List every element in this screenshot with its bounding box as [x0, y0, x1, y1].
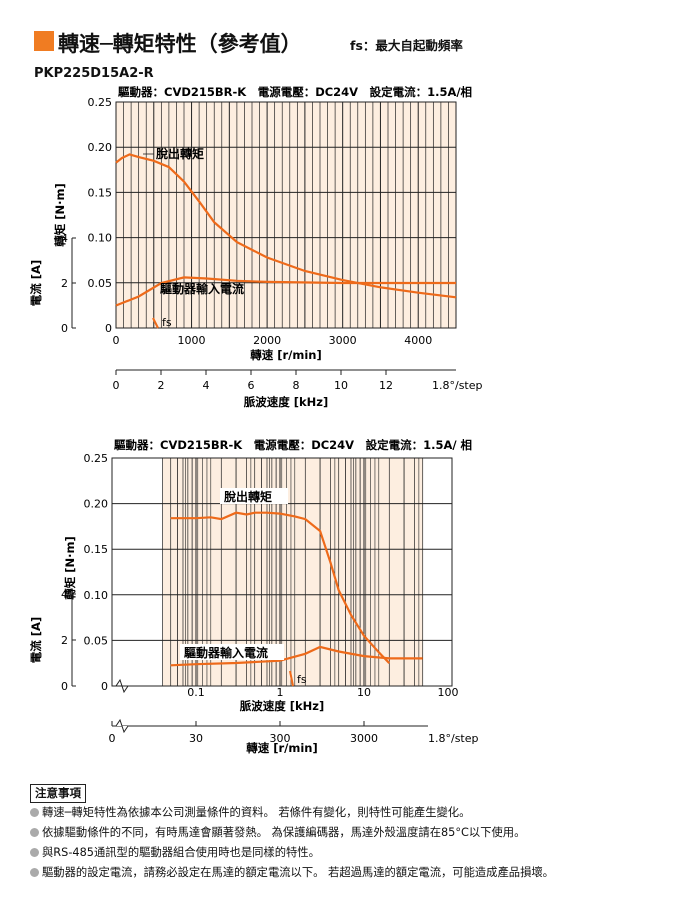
bullet-icon	[30, 868, 39, 877]
y-tick-label: 0.05	[84, 634, 109, 647]
pulse-tick-label: 12	[379, 379, 393, 392]
axis-break-mark-2	[115, 678, 129, 694]
model-name: PKP225D15A2-R	[34, 66, 154, 81]
note-item: 轉速─轉矩特性為依據本公司測量條件的資料。 若條件有變化，則特性可能產生變化。	[30, 803, 670, 823]
bullet-icon	[30, 828, 39, 837]
series-input-current-1	[115, 276, 456, 307]
speed-tick-label: 0	[109, 732, 116, 745]
fs-label-1: fs	[162, 316, 172, 329]
y-tick-label: 0.25	[84, 452, 109, 465]
current-axis-1	[71, 237, 76, 329]
current-tick-label: 0	[61, 680, 68, 693]
note-item: 驅動器的設定電流，請務必設定在馬達的額定電流以下。 若超過馬達的額定電流，可能造…	[30, 863, 670, 883]
x-tick-label: 3000	[329, 334, 357, 347]
x-tick-label: 2000	[253, 334, 281, 347]
current-tick-label: 4	[61, 232, 68, 245]
note-text: 依據驅動條件的不同，有時馬達會顯著發熱。 為保護編碼器，馬達外殼溫度請在85°C…	[42, 826, 526, 839]
speed-axis-label-2: 轉速 [r/min]	[246, 741, 318, 755]
chart-2: 驅動器：CVD215BR-K 電源電壓：DC24V 設定電流：1.5A/ 相 0…	[29, 438, 479, 755]
x-axis-label-2: 脈波速度 [kHz]	[240, 699, 324, 713]
current-tick-label: 4	[61, 588, 68, 601]
torque-series-label-2: 脫出轉矩	[224, 489, 272, 504]
chart-info-1: 驅動器：CVD215BR-K 電源電壓：DC24V 設定電流：1.5A/相	[118, 85, 472, 99]
y-tick-label: 0.20	[84, 498, 109, 511]
note-text: 轉速─轉矩特性為依據本公司測量條件的資料。 若條件有變化，則特性可能產生變化。	[42, 806, 471, 819]
speed-axis-2	[112, 718, 428, 734]
x-axis-label-1: 轉速 [r/min]	[250, 348, 322, 362]
current-series-label-2: 驅動器輸入電流	[184, 645, 268, 660]
x-tick-label: 0.1	[187, 686, 205, 699]
speed-step-label-2: 1.8°/step	[428, 732, 479, 745]
pulse-step-label-1: 1.8°/step	[432, 379, 483, 392]
y-tick-label: 0.10	[84, 589, 109, 602]
speed-tick-label: 300	[270, 732, 291, 745]
y-tick-label: 0.20	[88, 141, 113, 154]
title-accent-square	[34, 31, 54, 51]
y-tick-label: 0.05	[88, 277, 113, 290]
y-tick-label: 0.10	[88, 232, 113, 245]
current-tick-labels-2: 0 2 4	[61, 588, 68, 693]
pulse-tick-label: 8	[293, 379, 300, 392]
chart-info-2: 驅動器：CVD215BR-K 電源電壓：DC24V 設定電流：1.5A/ 相	[114, 438, 472, 452]
pulse-tick-label: 2	[158, 379, 165, 392]
y-tick-labels-2: 0 0.05 0.10 0.15 0.20 0.25	[84, 452, 109, 693]
y-tick-labels-1: 0 0.05 0.10 0.15 0.20 0.25	[88, 96, 113, 335]
x-tick-label: 4000	[404, 334, 432, 347]
current-axis-2	[71, 593, 76, 687]
y-tick-label: 0.15	[88, 186, 113, 199]
current-axis-label-1: 電流 [A]	[29, 260, 43, 306]
current-series-label-1: 驅動器輸入電流	[160, 281, 244, 296]
y-tick-label: 0	[105, 322, 112, 335]
note-item: 與RS-485通訊型的驅動器組合使用時也是同樣的特性。	[30, 843, 670, 863]
current-label-bg-2	[180, 644, 284, 660]
note-item: 依據驅動條件的不同，有時馬達會顯著發熱。 為保護編碼器，馬達外殼溫度請在85°C…	[30, 823, 670, 843]
x-tick-label: 10	[357, 686, 371, 699]
x-tick-labels-2: 0.1 1 10 100	[187, 686, 458, 699]
chart-1: 驅動器：CVD215BR-K 電源電壓：DC24V 設定電流：1.5A/相 00…	[29, 85, 483, 409]
notes-section: 注意事項 轉速─轉矩特性為依據本公司測量條件的資料。 若條件有變化，則特性可能產…	[30, 782, 670, 883]
pulse-tick-label: 10	[334, 379, 348, 392]
notes-title: 注意事項	[30, 784, 86, 803]
torque-label-bg-2	[220, 488, 288, 504]
x-tick-label: 1000	[178, 334, 206, 347]
bullet-icon	[30, 848, 39, 857]
fs-mark-1	[152, 317, 159, 329]
current-tick-label: 0	[61, 322, 68, 335]
current-tick-labels-1: 0 2 4	[61, 232, 68, 335]
page-title: 轉速─轉矩特性（參考值）	[58, 32, 302, 56]
torque-series-label-1: 脫出轉矩	[156, 146, 204, 161]
y-axis-label-2: 轉矩 [N·m]	[63, 536, 77, 600]
header: 轉速─轉矩特性（參考值） fs：最大自起動頻率	[34, 28, 664, 58]
pulse-axis-label-1: 脈波速度 [kHz]	[244, 395, 328, 409]
series-pullout-torque-2	[170, 511, 391, 664]
x-tick-label: 0	[113, 334, 120, 347]
pulse-tick-label: 0	[113, 379, 120, 392]
series-input-current-2	[170, 645, 423, 667]
bullet-icon	[30, 808, 39, 817]
vertical-grid-1	[123, 102, 449, 328]
y-axis-label-1: 轉矩 [N·m]	[53, 183, 67, 247]
note-text: 驅動器的設定電流，請務必設定在馬達的額定電流以下。 若超過馬達的額定電流，可能造…	[42, 866, 554, 879]
pulse-tick-label: 4	[203, 379, 210, 392]
note-text: 與RS-485通訊型的驅動器組合使用時也是同樣的特性。	[42, 846, 320, 859]
speed-tick-labels-2: 0 30 300 3000	[109, 721, 378, 745]
y-tick-label: 0.15	[84, 543, 109, 556]
pulse-tick-labels-1: 0 2 4 6 8 10 12	[113, 370, 393, 392]
fs-label-2: fs	[297, 673, 307, 686]
y-tick-label: 0	[101, 680, 108, 693]
current-axis-label-2: 電流 [A]	[29, 617, 43, 663]
pulse-tick-label: 6	[248, 379, 255, 392]
current-tick-label: 2	[61, 277, 68, 290]
fs-note: fs：最大自起動頻率	[350, 38, 463, 53]
y-tick-label: 0.25	[88, 96, 113, 109]
x-tick-label: 100	[438, 686, 459, 699]
speed-tick-label: 3000	[350, 732, 378, 745]
x-tick-label: 1	[277, 686, 284, 699]
fs-mark-2	[289, 670, 294, 687]
x-tick-labels-1: 0 1000 2000 3000 4000	[113, 334, 433, 347]
speed-tick-label: 30	[189, 732, 203, 745]
current-tick-label: 2	[61, 634, 68, 647]
